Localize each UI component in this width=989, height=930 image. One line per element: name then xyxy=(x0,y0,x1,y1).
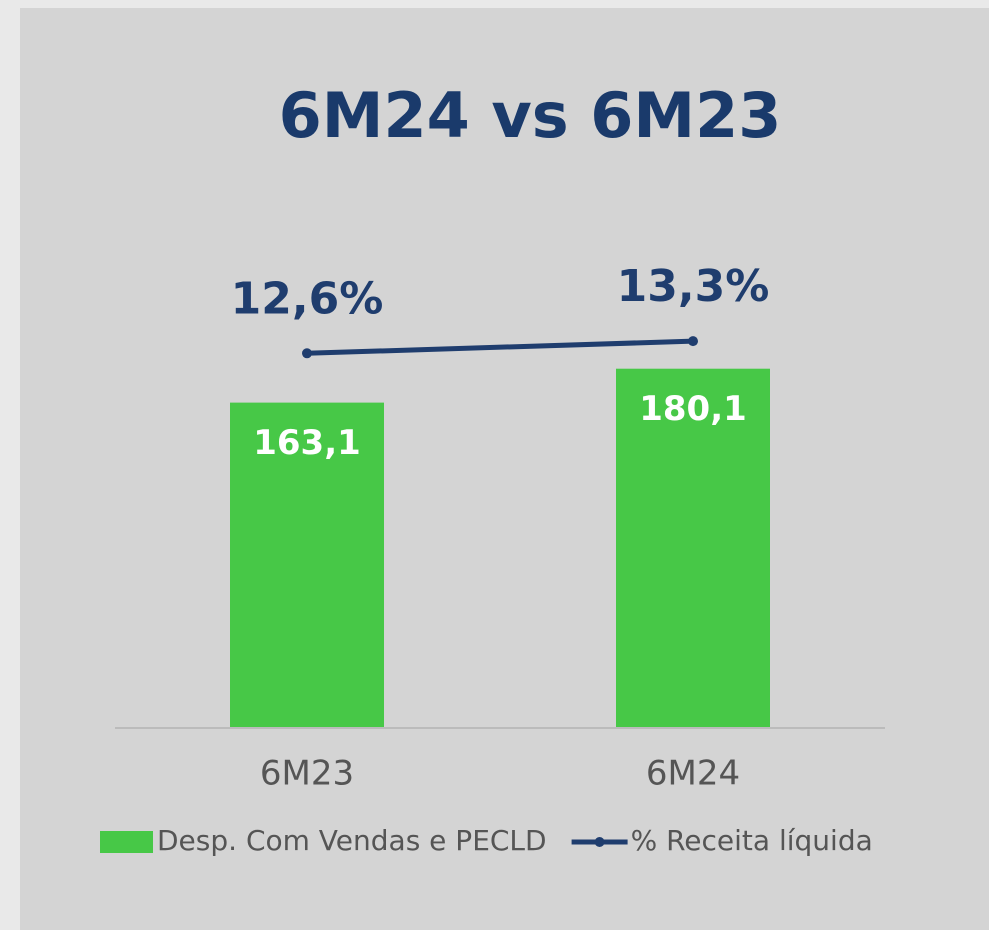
line-value-label: 13,3% xyxy=(617,261,770,312)
legend-swatch xyxy=(100,831,153,853)
panel xyxy=(20,8,989,930)
line xyxy=(306,338,694,356)
bar-value-label: 163,1 xyxy=(253,423,361,463)
chart-title: 6M24 vs 6M23 xyxy=(279,79,782,152)
legend-label: Desp. Com Vendas e PECLD xyxy=(157,824,547,857)
line-point xyxy=(688,336,698,347)
legend-label: % Receita líquida xyxy=(631,824,873,857)
bar xyxy=(230,402,384,728)
line-value-label: 12,6% xyxy=(231,273,384,324)
bar xyxy=(616,368,770,728)
legend-swatch-dot xyxy=(594,837,605,847)
x-tick-label: 6M23 xyxy=(260,754,354,794)
x-tick-label: 6M24 xyxy=(646,754,740,794)
bar-value-label: 180,1 xyxy=(639,389,747,429)
line-point xyxy=(302,348,312,359)
